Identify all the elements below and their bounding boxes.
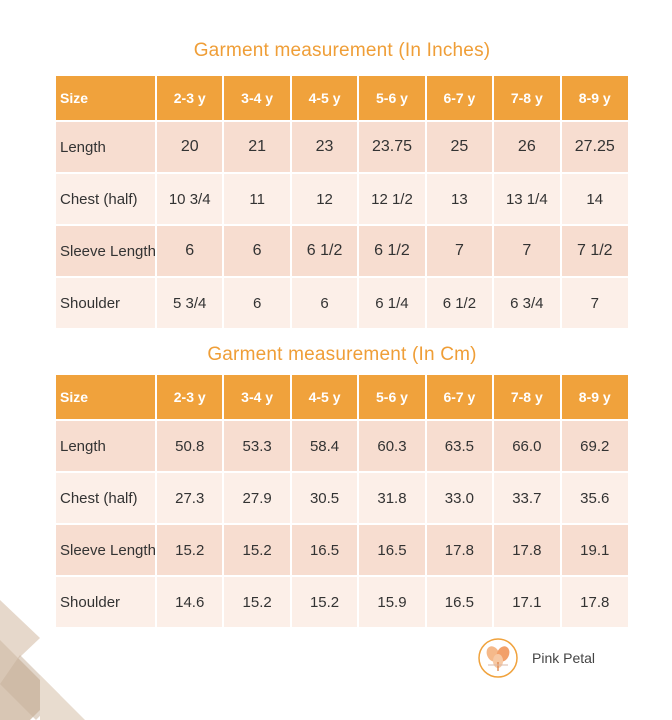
table-row: Sleeve Length 15.2 15.2 16.5 16.5 17.8 1… [56, 524, 628, 577]
table-row: Length 50.8 53.3 58.4 60.3 63.5 66.0 69.… [56, 420, 628, 473]
table-cell: 69.2 [560, 420, 628, 473]
header-cell: 2-3 y [156, 375, 225, 421]
table-cell: 6 [223, 277, 292, 330]
table-cell: 12 [290, 173, 360, 226]
table-cell: 27.3 [156, 472, 225, 525]
header-cell: 7-8 y [493, 375, 562, 421]
table-row: Chest (half) 10 3/4 11 12 12 1/2 13 13 1… [56, 173, 628, 226]
decorative-diamond-shapes [0, 600, 85, 720]
table-cell: 15.2 [223, 524, 292, 577]
header-cell: 6-7 y [425, 76, 495, 122]
table-cell: 7 [493, 225, 562, 278]
table-cell: 50.8 [156, 420, 225, 473]
table-cell: 20 [156, 121, 225, 174]
table-cell: 6 [223, 225, 292, 278]
row-label: Sleeve Length [56, 524, 157, 577]
cm-measurement-table: Size 2-3 y 3-4 y 4-5 y 5-6 y 6-7 y 7-8 y… [56, 375, 628, 629]
header-cell: 5-6 y [358, 375, 427, 421]
table-cell: 27.9 [223, 472, 292, 525]
table-cell: 11 [223, 173, 292, 226]
header-cell: 4-5 y [290, 76, 360, 122]
table-cell: 6 [290, 277, 360, 330]
inches-table-title: Garment measurement (In Inches) [193, 40, 491, 61]
table-cell: 15.2 [223, 576, 292, 629]
table-cell: 7 [425, 225, 495, 278]
table-cell: 21 [223, 121, 292, 174]
table-row: Chest (half) 27.3 27.9 30.5 31.8 33.0 33… [56, 472, 628, 525]
header-cell: 3-4 y [223, 375, 292, 421]
table-cell: 19.1 [560, 524, 628, 577]
table-cell: 17.8 [425, 524, 495, 577]
table-cell: 16.5 [290, 524, 360, 577]
table-cell: 30.5 [290, 472, 360, 525]
table-row: Length 20 21 23 23.75 25 26 27.25 [56, 121, 628, 174]
table-cell: 33.0 [425, 472, 495, 525]
table-cell: 7 [560, 277, 628, 330]
table-cell: 14.6 [156, 576, 225, 629]
table-cell: 16.5 [425, 576, 495, 629]
table-cell: 15.2 [156, 524, 225, 577]
table-cell: 6 1/4 [358, 277, 427, 330]
header-cell: 2-3 y [156, 76, 225, 122]
table-cell: 13 [425, 173, 495, 226]
table-header-row: Size 2-3 y 3-4 y 4-5 y 5-6 y 6-7 y 7-8 y… [56, 375, 628, 421]
table-cell: 10 3/4 [156, 173, 225, 226]
table-cell: 60.3 [358, 420, 427, 473]
table-cell: 7 1/2 [560, 225, 628, 278]
table-cell: 15.9 [358, 576, 427, 629]
brand-name: Pink Petal [532, 650, 596, 666]
table-cell: 16.5 [358, 524, 427, 577]
table-cell: 17.1 [493, 576, 562, 629]
table-cell: 25 [425, 121, 495, 174]
row-label: Chest (half) [56, 472, 157, 525]
table-cell: 6 1/2 [290, 225, 360, 278]
table-cell: 23.75 [358, 121, 427, 174]
table-cell: 6 1/2 [358, 225, 427, 278]
table-header-row: Size 2-3 y 3-4 y 4-5 y 5-6 y 6-7 y 7-8 y… [56, 76, 628, 122]
inches-measurement-table: Size 2-3 y 3-4 y 4-5 y 5-6 y 6-7 y 7-8 y… [56, 76, 628, 330]
table-cell: 33.7 [493, 472, 562, 525]
table-cell: 35.6 [560, 472, 628, 525]
table-cell: 31.8 [358, 472, 427, 525]
row-label: Shoulder [56, 576, 157, 629]
header-cell: 8-9 y [560, 375, 628, 421]
row-label: Shoulder [56, 277, 157, 330]
table-cell: 13 1/4 [493, 173, 562, 226]
row-label: Length [56, 121, 157, 174]
row-label: Length [56, 420, 157, 473]
table-cell: 26 [493, 121, 562, 174]
brand-mark: Pink Petal [478, 638, 595, 678]
table-cell: 17.8 [493, 524, 562, 577]
table-cell: 6 [156, 225, 225, 278]
header-cell: 8-9 y [560, 76, 628, 122]
table-cell: 63.5 [425, 420, 495, 473]
table-cell: 12 1/2 [358, 173, 427, 226]
table-cell: 15.2 [290, 576, 360, 629]
table-cell: 6 1/2 [425, 277, 495, 330]
table-cell: 66.0 [493, 420, 562, 473]
cm-table-title: Garment measurement (In Cm) [207, 344, 477, 365]
table-row: Shoulder 5 3/4 6 6 6 1/4 6 1/2 6 3/4 7 [56, 277, 628, 330]
table-cell: 27.25 [560, 121, 628, 174]
table-cell: 23 [290, 121, 360, 174]
table-cell: 58.4 [290, 420, 360, 473]
header-cell: 7-8 y [493, 76, 562, 122]
header-cell: 4-5 y [290, 375, 360, 421]
row-label: Chest (half) [56, 173, 157, 226]
header-cell: Size [56, 76, 157, 122]
header-cell: 3-4 y [223, 76, 292, 122]
header-cell: 5-6 y [358, 76, 427, 122]
row-label: Sleeve Length [56, 225, 157, 278]
table-cell: 5 3/4 [156, 277, 225, 330]
header-cell: Size [56, 375, 157, 421]
table-row: Sleeve Length 6 6 6 1/2 6 1/2 7 7 7 1/2 [56, 225, 628, 278]
header-cell: 6-7 y [425, 375, 495, 421]
pink-petal-logo-icon [478, 638, 518, 678]
table-cell: 53.3 [223, 420, 292, 473]
table-cell: 6 3/4 [493, 277, 562, 330]
table-cell: 17.8 [560, 576, 628, 629]
table-cell: 14 [560, 173, 628, 226]
table-row: Shoulder 14.6 15.2 15.2 15.9 16.5 17.1 1… [56, 576, 628, 629]
